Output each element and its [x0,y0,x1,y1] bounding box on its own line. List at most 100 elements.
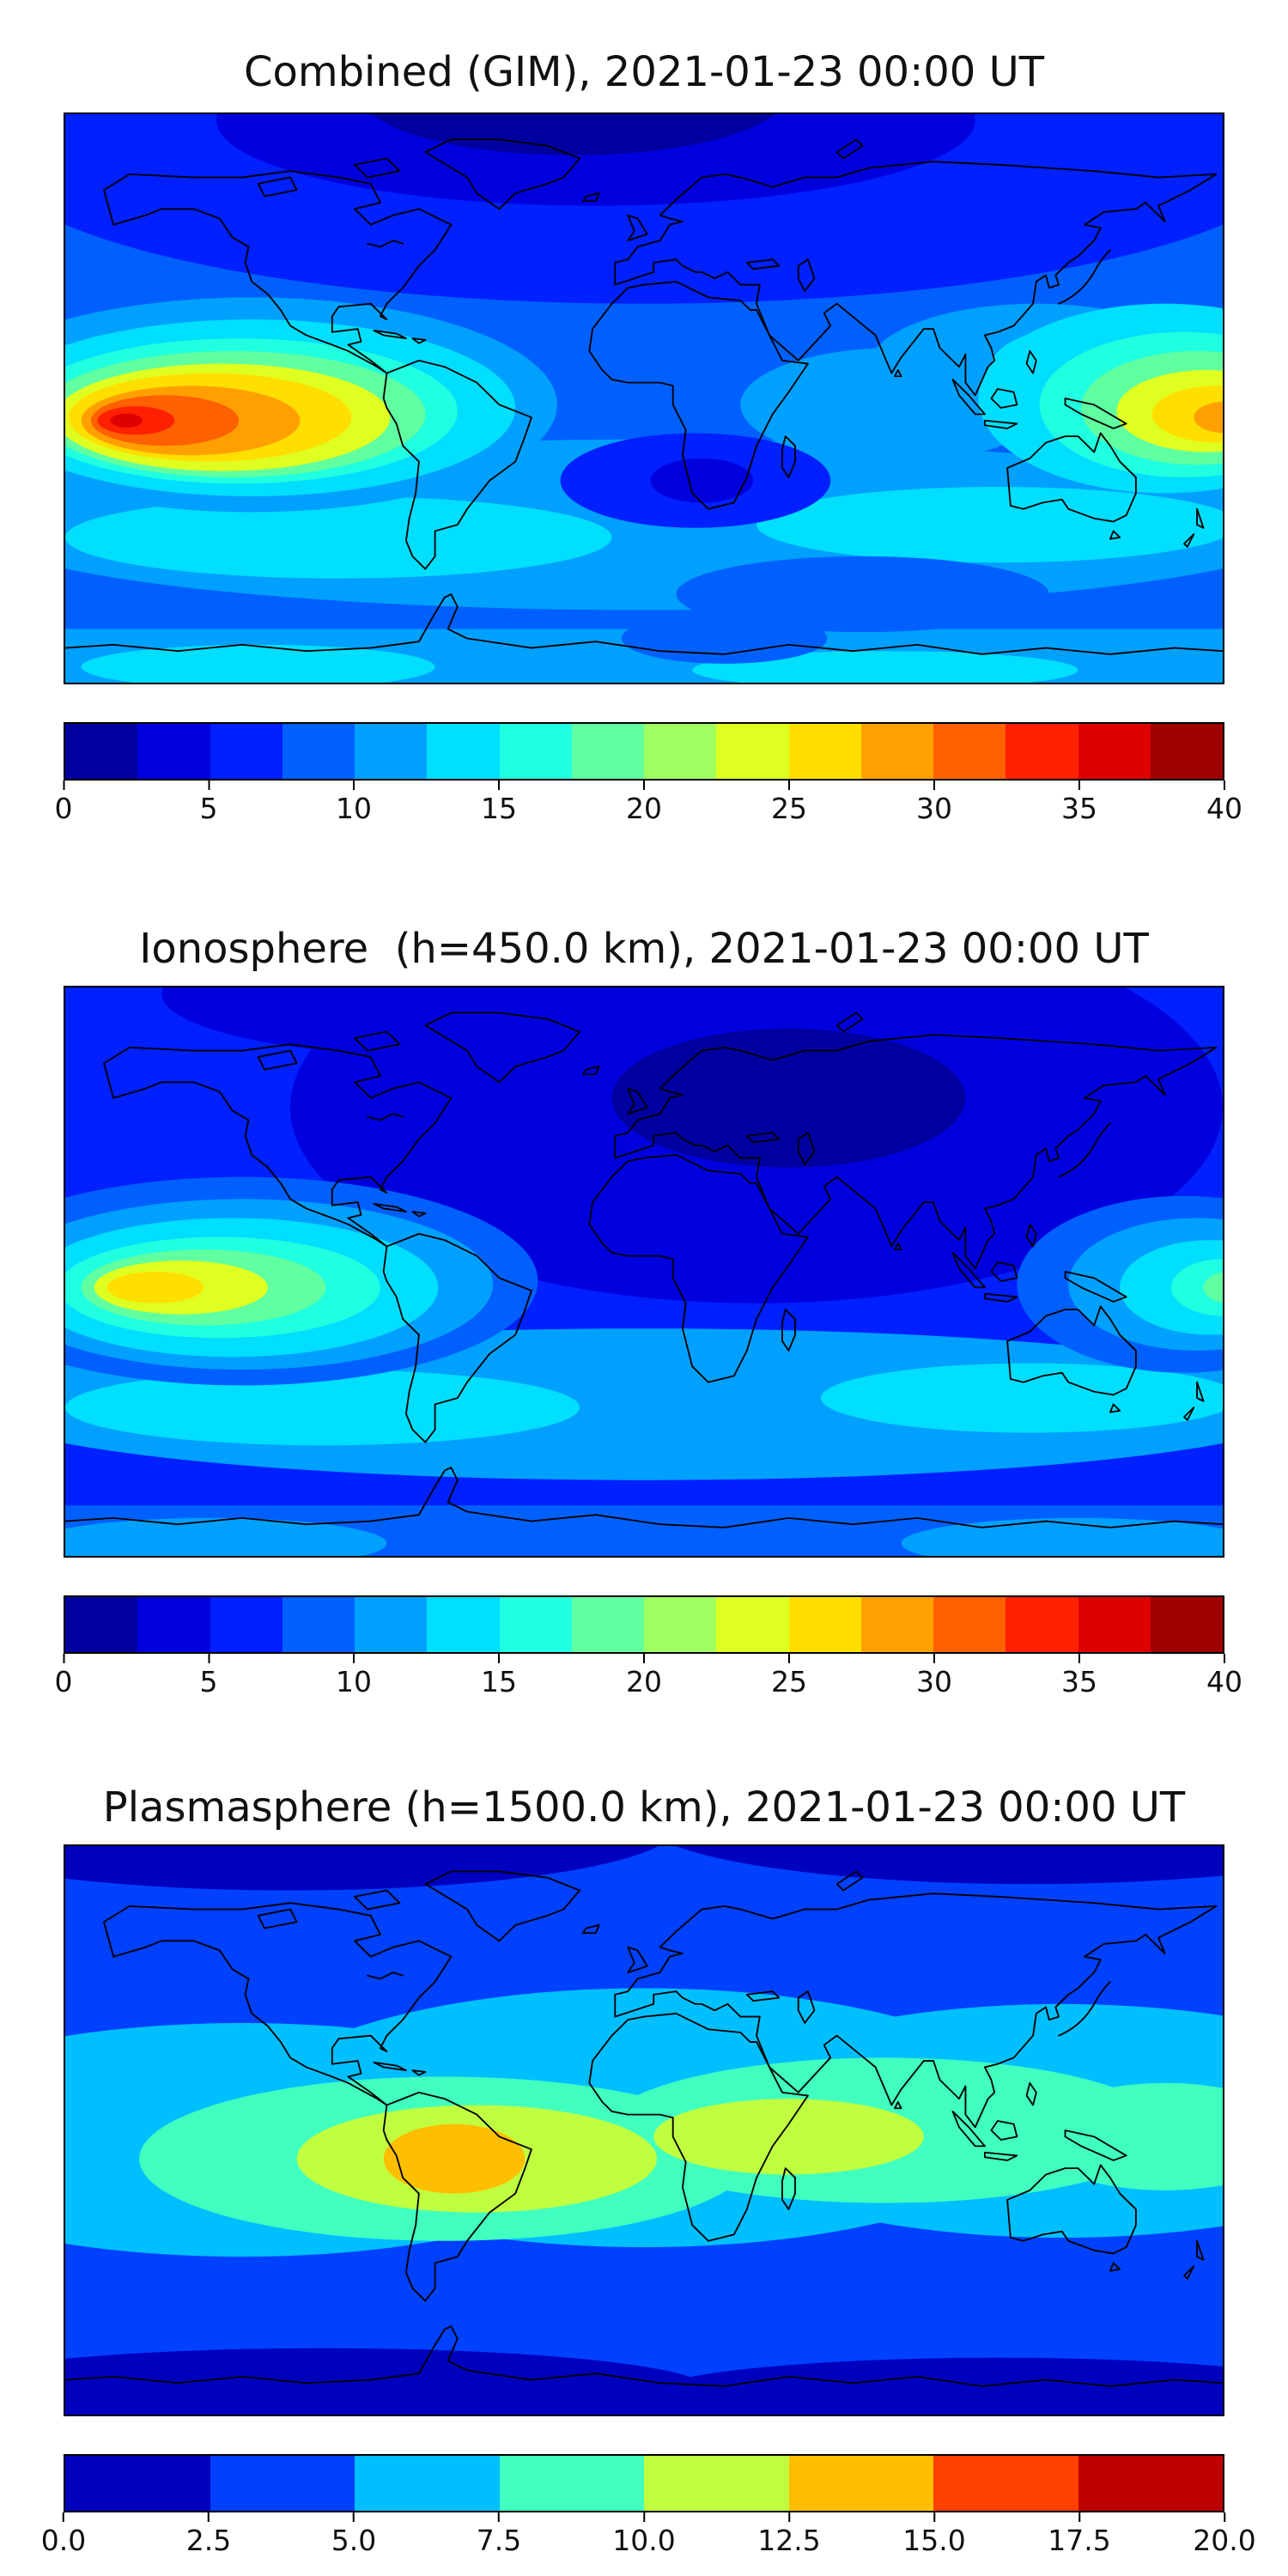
colorbar-segment [499,2456,644,2511]
map-ionosphere [64,986,1224,1558]
colorbar-segment [716,724,789,779]
colorbar-tick-label: 40 [1206,792,1242,825]
colorbar-tick-mark [642,2512,645,2522]
colorbar-tick-label: 35 [1061,792,1097,825]
colorbar-tick-mark [63,781,64,790]
colorbar-plasmasphere [64,2454,1224,2512]
colorbar-tick: 15 [481,781,517,826]
colorbar-tick: 12.5 [757,2512,821,2558]
colorbar-tick-mark [1224,781,1225,790]
colorbar-segment [571,1597,644,1652]
colorbar-segment [788,1597,861,1652]
colorbar-tick-mark [788,781,790,790]
colorbar-tick-mark [208,781,210,790]
colorbar-tick-label: 30 [916,1665,952,1698]
colorbar-tick-label: 30 [916,792,952,825]
colorbar-tick-label: 5 [199,1665,218,1698]
colorbar-tick-label: 15.0 [902,2524,966,2557]
colorbar-ticks-ionosphere: 0 5 10 15 20 25 30 35 40 [55,1654,1242,1705]
colorbar-segment [427,1597,500,1652]
colorbar-segment [571,724,644,779]
colorbar-tick-mark [353,1654,355,1663]
colorbar-tick: 5 [200,781,218,826]
colorbar-tick-label: 12.5 [757,2524,821,2557]
colorbar-tick-label: 35 [1061,1665,1097,1698]
colorbar-tick-label: 25 [771,792,807,825]
colorbar-tick: 40 [1206,1654,1242,1699]
colorbar-segment [1005,1597,1078,1652]
colorbar-tick-mark [208,1654,210,1663]
colorbar-ticks-combined: 0 5 10 15 20 25 30 35 40 [55,781,1242,832]
colorbar-segment [137,724,210,779]
colorbar-tick-label: 10 [336,792,372,825]
colorbar-tick: 35 [1061,781,1097,826]
colorbar-tick-label: 7.5 [476,2524,522,2557]
colorbar-tick-label: 0 [54,1665,73,1698]
colorbar-segment [355,2456,500,2511]
colorbar-segment [282,724,355,779]
colorbar-tick: 20 [626,1654,662,1699]
colorbar-segment [355,1597,428,1652]
tec-field-combined [65,114,1223,683]
colorbar-tick-label: 2.5 [185,2524,232,2557]
colorbar-tick-mark [933,1654,935,1663]
colorbar-segment [788,724,861,779]
colorbar-tick-mark [1223,2512,1225,2522]
panel-title-combined: Combined (GIM), 2021-01-23 00:00 UT [243,48,1045,96]
colorbar-tick: 40 [1206,781,1242,826]
colorbar-tick: 7.5 [477,2512,521,2558]
colorbar-segment [860,1597,933,1652]
colorbar-tick: 10 [336,781,372,826]
colorbar-segment [65,2456,210,2511]
colorbar-tick: 30 [916,1654,952,1699]
colorbar-tick-label: 25 [771,1665,807,1698]
colorbar-tick: 17.5 [1048,2512,1111,2558]
colorbar-tick-mark [353,781,355,790]
colorbar-segment [933,2456,1078,2511]
colorbar-segment [860,724,933,779]
hotspot-east-pacific [65,297,557,513]
colorbar-tick-mark [643,781,645,790]
colorbar-tick: 0 [55,781,73,826]
colorbar-combined [64,722,1224,781]
colorbar-tick-mark [1224,1654,1225,1663]
map-canvas-ionosphere [65,987,1223,1556]
colorbar-segment [282,1597,355,1652]
colorbar-tick-label: 15 [481,1665,517,1698]
colorbar-segment [1150,1597,1223,1652]
colorbar-tick-label: 20.0 [1193,2524,1256,2557]
colorbar-segment [933,724,1006,779]
colorbar-segment [1078,1597,1151,1652]
colorbar-tick: 5.0 [331,2512,376,2558]
colorbar-segment [1078,2456,1223,2511]
map-canvas-combined [65,114,1223,683]
colorbar-tick-label: 0.0 [40,2524,87,2557]
hotspot-east-pacific [65,1176,538,1386]
colorbar-tick-label: 15 [481,792,517,825]
colorbar-tick-mark [1078,781,1080,790]
colorbar-tick: 25 [771,1654,807,1699]
colorbar-segment [644,724,717,779]
colorbar-tick-mark [933,781,935,790]
colorbar-tick: 20.0 [1193,2512,1256,2558]
colorbar-segment [1150,724,1223,779]
colorbar-segment [1005,724,1078,779]
colorbar-segment [210,2456,355,2511]
colorbar-tick-label: 5 [199,792,218,825]
colorbar-tick-mark [352,2512,355,2522]
colorbar-ticks-plasmasphere: 0.0 2.5 5.0 7.5 10.0 12.5 15.0 17.5 20.0 [41,2512,1256,2564]
hotspot-west-pacific-edge [1017,1195,1223,1373]
colorbar-segment [65,724,138,779]
colorbar-tick: 2.5 [186,2512,231,2558]
colorbar-tick-mark [497,2512,500,2522]
colorbar-tick-label: 0 [54,792,73,825]
map-canvas-plasmasphere [65,1846,1223,2415]
colorbar-tick-mark [787,2512,790,2522]
colorbar-tick-mark [498,781,500,790]
colorbar-segment [499,724,572,779]
colorbar-segment [644,2456,789,2511]
colorbar-tick-mark [1078,1654,1080,1663]
colorbar-segment [933,1597,1006,1652]
colorbar-segment [788,2456,933,2511]
colorbar-tick: 15 [481,1654,517,1699]
